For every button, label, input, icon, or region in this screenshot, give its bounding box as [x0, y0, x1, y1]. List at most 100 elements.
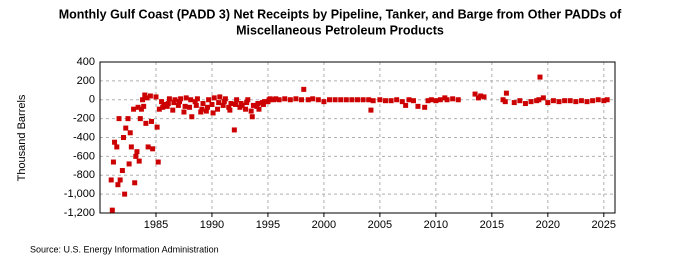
point — [243, 106, 249, 112]
x-tick-label: 2025 — [592, 219, 616, 231]
point — [156, 106, 162, 112]
point — [556, 99, 562, 105]
y-tick-label: 200 — [77, 75, 95, 87]
point — [299, 97, 305, 103]
point — [388, 98, 394, 104]
point — [450, 96, 456, 102]
point — [228, 101, 234, 107]
point — [406, 97, 412, 103]
point — [134, 149, 140, 155]
point — [481, 94, 487, 100]
point — [276, 97, 282, 103]
x-tick-label: 2000 — [312, 219, 336, 231]
point — [550, 98, 556, 104]
point — [136, 158, 142, 164]
point — [155, 159, 161, 165]
point — [425, 98, 431, 104]
point — [444, 97, 450, 103]
point — [536, 97, 542, 103]
point — [382, 98, 388, 104]
point — [194, 96, 200, 102]
point — [110, 159, 116, 165]
point — [250, 102, 256, 108]
point — [188, 97, 194, 103]
point — [255, 101, 261, 107]
point — [433, 98, 439, 104]
point — [141, 103, 147, 109]
point — [245, 97, 251, 103]
point — [112, 139, 118, 145]
point — [193, 102, 199, 108]
point — [244, 100, 250, 106]
point — [578, 98, 584, 104]
y-tick-label: -600 — [73, 150, 95, 162]
point — [315, 97, 321, 103]
point — [115, 182, 121, 188]
point — [127, 130, 133, 136]
point — [403, 102, 409, 108]
point — [567, 98, 573, 104]
point — [165, 101, 171, 107]
point — [226, 104, 232, 110]
x-tick-label: 2010 — [424, 219, 448, 231]
point — [159, 99, 165, 105]
point — [366, 97, 372, 103]
point — [160, 104, 166, 110]
point — [133, 153, 139, 159]
point — [123, 125, 129, 131]
point — [562, 98, 568, 104]
point — [248, 108, 254, 114]
x-tick-label: 2015 — [480, 219, 504, 231]
point — [137, 116, 143, 122]
point — [590, 98, 596, 104]
y-tick-label: -800 — [73, 169, 95, 181]
point — [176, 99, 182, 105]
y-tick-label: -1,200 — [64, 207, 95, 219]
point — [172, 97, 178, 103]
point — [437, 97, 443, 103]
point — [282, 96, 288, 102]
point — [117, 177, 123, 183]
point — [260, 101, 266, 107]
point — [147, 93, 153, 99]
point — [355, 97, 360, 103]
chart-title: Miscellaneous Petroleum Products — [236, 23, 444, 37]
point — [455, 97, 461, 103]
point — [220, 102, 226, 108]
source: Source: U.S. Energy Information Administ… — [30, 244, 219, 254]
point — [125, 116, 131, 122]
point — [338, 97, 344, 103]
point — [239, 102, 245, 108]
y-tick-label: -400 — [73, 131, 95, 143]
y-tick-label: -1,000 — [64, 188, 95, 200]
point — [232, 101, 238, 107]
x-tick-label: 1985 — [144, 219, 168, 231]
point — [584, 99, 590, 105]
point — [332, 97, 338, 103]
point — [135, 104, 141, 110]
x-tick-label: 1990 — [200, 219, 224, 231]
point — [189, 114, 195, 120]
point — [144, 95, 150, 101]
point — [256, 106, 262, 112]
point — [254, 103, 260, 109]
point — [511, 100, 517, 106]
point — [142, 92, 148, 98]
point — [522, 101, 528, 107]
point — [161, 101, 167, 107]
point — [540, 95, 546, 101]
point — [149, 118, 154, 124]
chart-title: Monthly Gulf Coast (PADD 3) Net Receipts… — [59, 7, 622, 21]
point — [143, 120, 149, 126]
point — [206, 97, 212, 103]
point — [211, 95, 217, 101]
point — [209, 101, 215, 107]
y-axis-label: Thousand Barrels — [16, 94, 28, 181]
point — [428, 97, 434, 103]
point — [502, 99, 508, 105]
point — [287, 97, 293, 103]
point — [181, 109, 187, 115]
point — [415, 103, 421, 109]
point — [227, 107, 233, 113]
point — [198, 109, 204, 115]
